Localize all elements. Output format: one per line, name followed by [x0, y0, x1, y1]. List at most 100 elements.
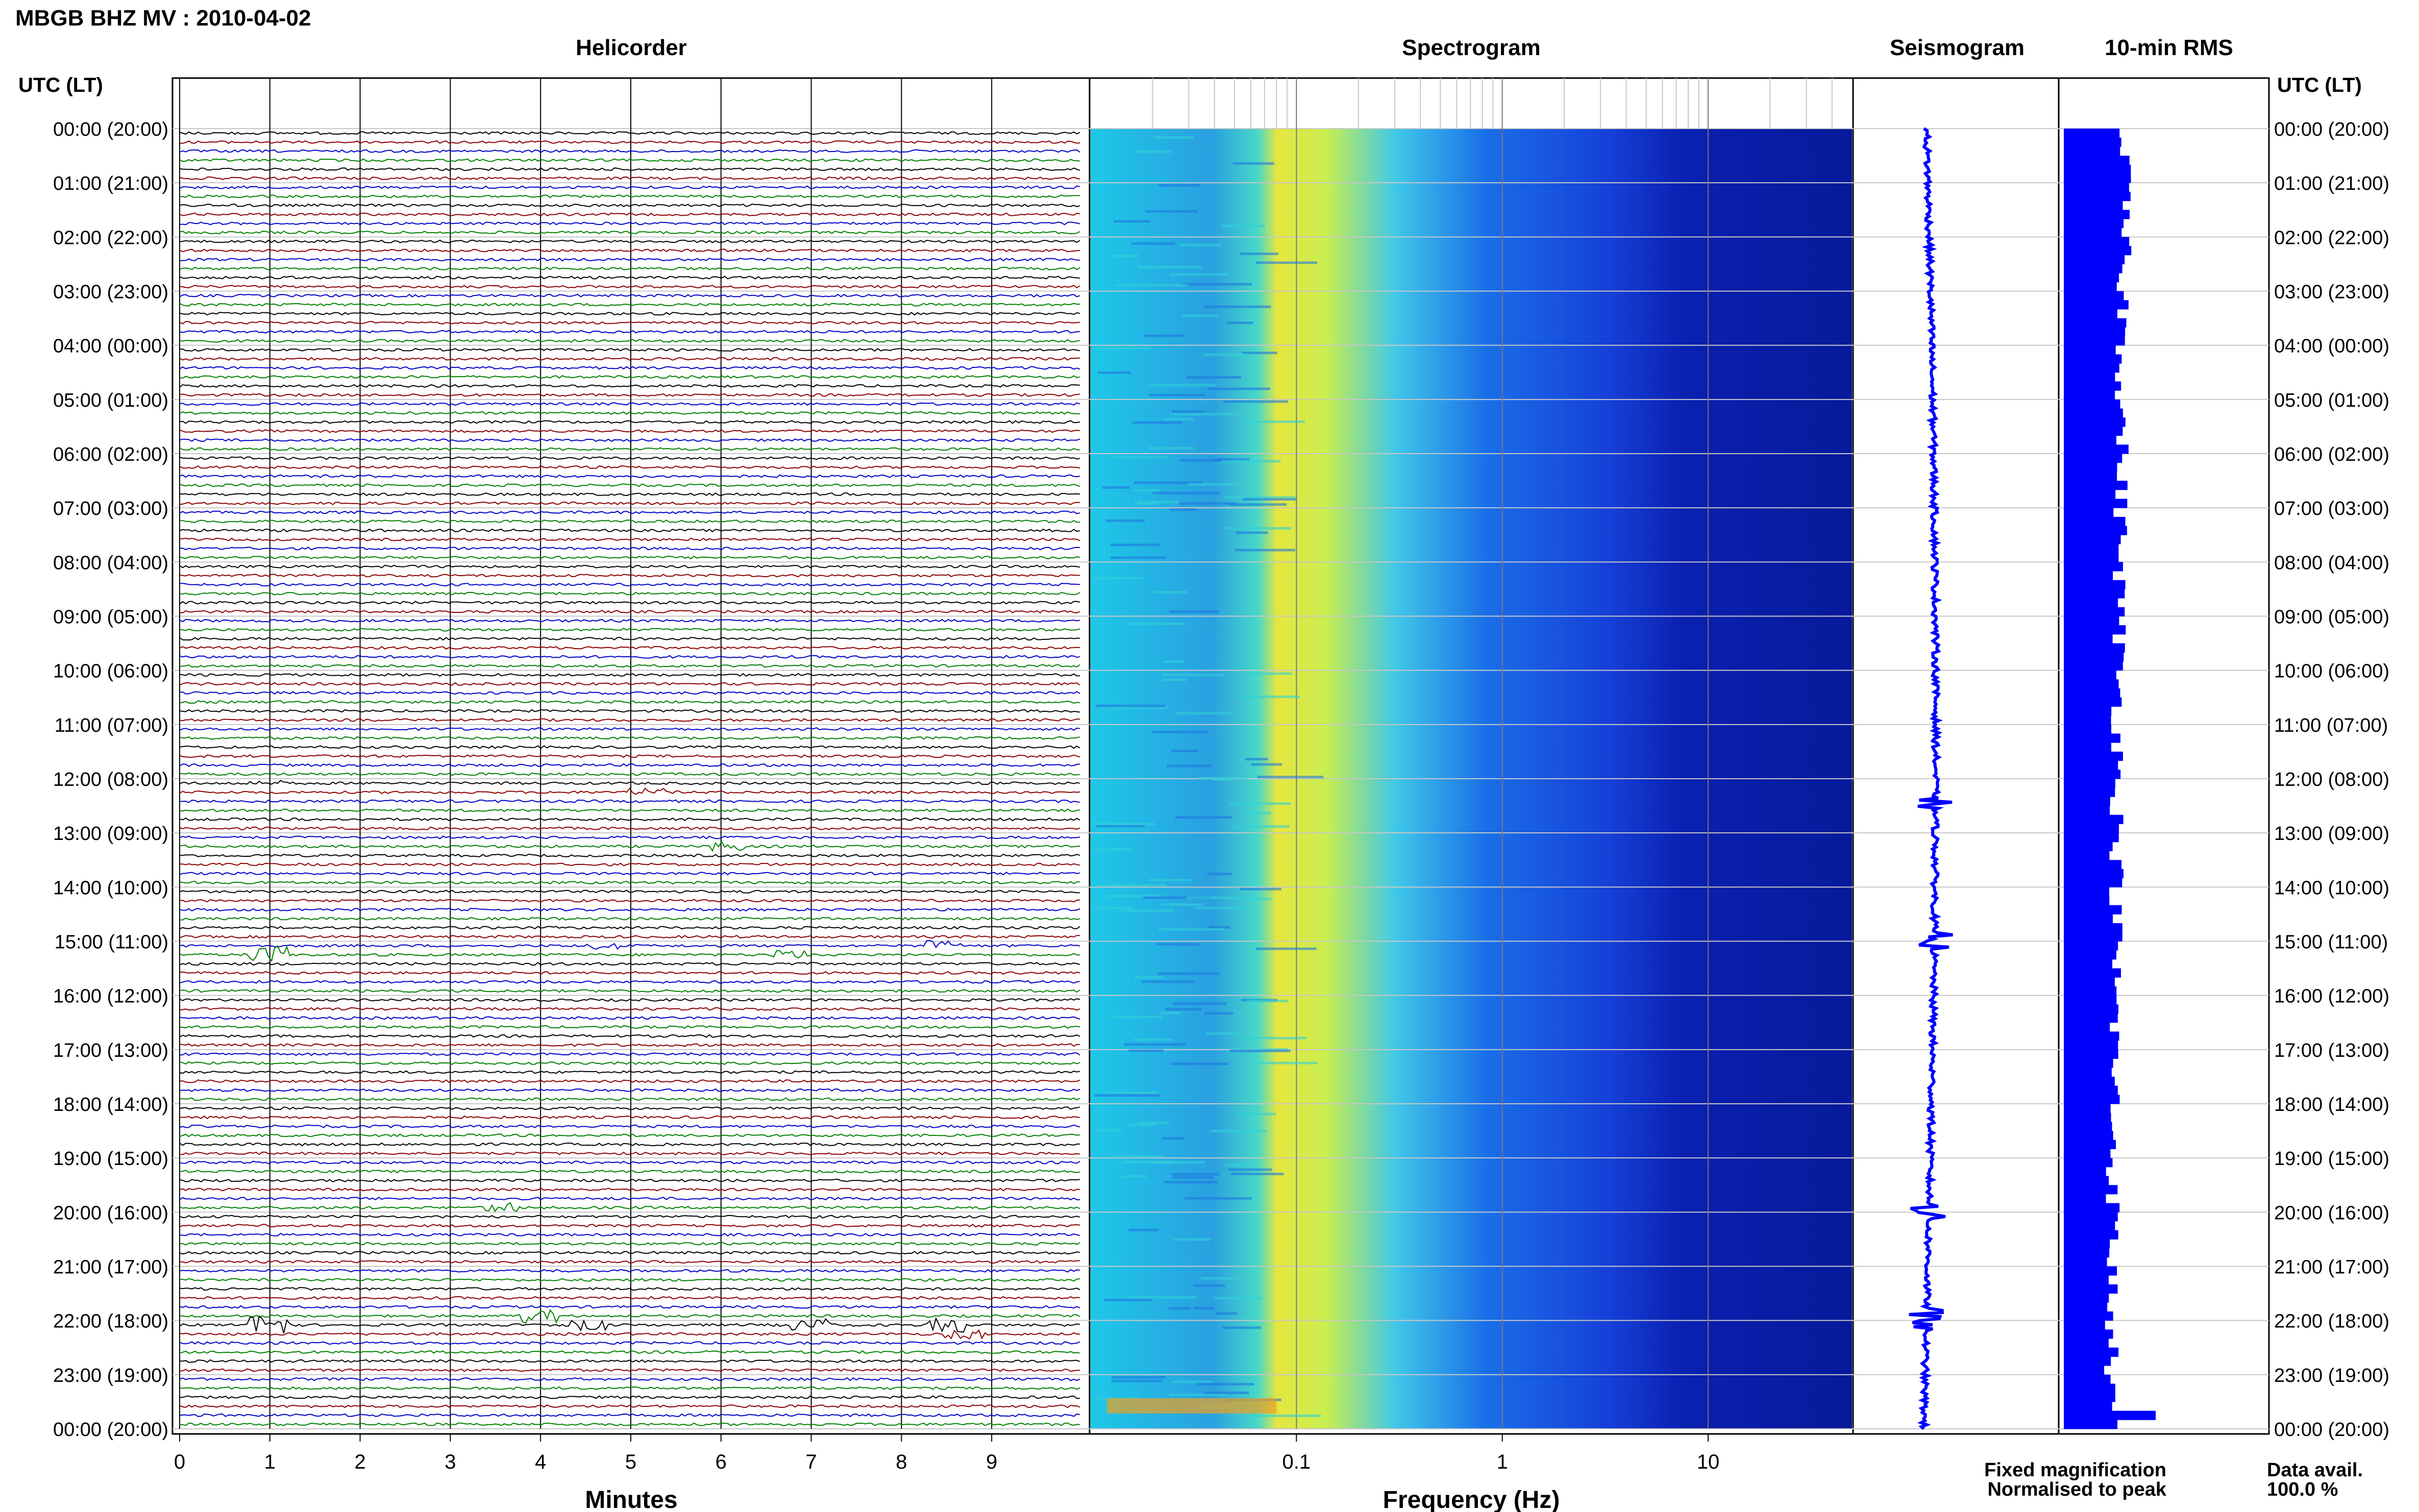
hour-label-right: 00:00 (20:00)	[2274, 1419, 2389, 1441]
spectrogram-streak	[1138, 501, 1180, 504]
rms-bar	[2064, 543, 2119, 554]
helicorder-trace	[179, 664, 1080, 668]
spectrogram-streak	[1134, 502, 1158, 505]
hour-gridlines	[172, 128, 2269, 1429]
spectrogram-streak	[1196, 906, 1245, 909]
spectrogram-streak	[1205, 1032, 1240, 1035]
spectrogram-streak	[1167, 764, 1212, 767]
helicorder-trace	[179, 1214, 1080, 1219]
spectrogram-streak	[1216, 1312, 1238, 1315]
rms-bar	[2064, 1347, 2119, 1357]
hour-label-right: 18:00 (14:00)	[2274, 1094, 2389, 1116]
rms-bar	[2064, 1203, 2120, 1212]
helicorder-trace	[179, 257, 1080, 262]
spectrogram-streak	[1102, 486, 1130, 489]
rms-bar	[2064, 1374, 2111, 1384]
rms-bar	[2064, 444, 2129, 454]
spectrogram-streak	[1122, 1175, 1146, 1178]
spectrogram-streak	[1097, 883, 1166, 886]
rms-bar	[2064, 589, 2125, 599]
helicorder-trace	[179, 375, 1080, 379]
data-availability-label: Data avail.	[2267, 1459, 2363, 1481]
rms-bar	[2064, 1049, 2118, 1059]
spectrogram-streak	[1222, 1326, 1261, 1329]
rms-bar	[2064, 968, 2121, 978]
spectrogram-streak	[1123, 1160, 1173, 1163]
helicorder-trace	[179, 420, 1080, 424]
spectrogram-streak	[1245, 758, 1268, 761]
rms-bar	[2064, 1068, 2112, 1077]
helicorder-traces	[179, 131, 1080, 1426]
rms-bar	[2064, 435, 2116, 445]
helicorder-trace	[179, 1034, 1080, 1038]
spectrogram-streak	[1143, 896, 1212, 899]
rms-bar	[2064, 1284, 2118, 1294]
helicorder-trace	[179, 1043, 1080, 1047]
spectrogram-streak	[1247, 1036, 1306, 1039]
helicorder-trace	[179, 618, 1080, 623]
helicorder-trace	[179, 1386, 1080, 1390]
helicorder-trace	[179, 862, 1080, 866]
helicorder-trace	[179, 447, 1080, 451]
helicorder-trace	[180, 582, 1080, 587]
helicorder-trace	[179, 1395, 1080, 1399]
rms-bar	[2064, 751, 2123, 761]
hour-label-right: 03:00 (23:00)	[2274, 282, 2389, 303]
spectrogram-streak	[1224, 527, 1291, 530]
hour-label-right: 00:00 (20:00)	[2274, 119, 2389, 140]
rms-bar	[2064, 417, 2126, 427]
spectrogram-streak	[1240, 887, 1282, 890]
hour-label-left: 01:00 (21:00)	[53, 173, 168, 194]
spectrogram-streak	[1094, 1094, 1160, 1097]
hour-label-right: 08:00 (04:00)	[2274, 552, 2389, 574]
spectrogram-streak	[1229, 802, 1291, 805]
rms-bar	[2064, 291, 2124, 301]
spectrogram-streak	[1133, 481, 1202, 484]
spectrogram-streak	[1171, 750, 1199, 753]
spectrogram-streak	[1172, 1176, 1214, 1179]
helicorder-trace	[179, 1242, 1080, 1246]
spectrogram-streak	[1169, 1394, 1228, 1397]
spectrogram-streak	[1113, 1155, 1163, 1158]
helicorder-trace	[179, 266, 1080, 270]
rms-bar	[2064, 1040, 2118, 1050]
spectrogram-streak	[1096, 704, 1166, 707]
rms-bar	[2064, 454, 2122, 463]
helicorder-trace	[179, 285, 1080, 289]
minute-tick-label: 6	[715, 1451, 727, 1473]
rms-bar	[2064, 643, 2125, 653]
spectrogram-streak	[1176, 712, 1231, 715]
spectrogram-streak	[1230, 1048, 1289, 1051]
rms-bar	[2064, 706, 2112, 716]
helicorder-trace	[179, 610, 1080, 614]
helicorder-trace	[179, 899, 1080, 903]
minute-tick-label: 9	[986, 1451, 997, 1473]
hour-label-right: 19:00 (15:00)	[2274, 1148, 2389, 1170]
hour-label-left: 17:00 (13:00)	[53, 1040, 168, 1061]
helicorder-trace	[179, 1115, 1080, 1120]
rms-bar	[2064, 1167, 2106, 1177]
spectrogram-streak	[1251, 763, 1282, 766]
hour-label-left: 21:00 (17:00)	[53, 1257, 168, 1278]
hour-label-left: 06:00 (02:00)	[53, 444, 168, 465]
spectrogram-streak	[1253, 1414, 1321, 1417]
rms-bar	[2064, 742, 2111, 752]
helicorder-trace	[179, 320, 1080, 325]
spectrogram-streak	[1257, 776, 1324, 779]
hour-label-left: 00:00 (20:00)	[53, 119, 168, 140]
hour-label-left: 11:00 (07:00)	[55, 715, 168, 736]
spectrogram-streak	[1203, 353, 1248, 356]
rms-bar	[2064, 246, 2132, 256]
helicorder-trace	[179, 691, 1080, 695]
helicorder-trace	[179, 1251, 1080, 1255]
rms-bar	[2064, 715, 2111, 725]
helicorder-trace	[179, 1025, 1080, 1029]
helicorder-trace	[179, 303, 1080, 307]
hour-label-right: 23:00 (19:00)	[2274, 1365, 2389, 1386]
spectrogram-streak	[1096, 825, 1145, 828]
spectrogram-streak	[1091, 823, 1155, 826]
rms-title: 10-min RMS	[2105, 35, 2233, 60]
rms-bar	[2064, 616, 2119, 626]
helicorder-trace	[179, 492, 1080, 497]
normalised-to-peak-label: Normalised to peak	[1987, 1479, 2166, 1500]
